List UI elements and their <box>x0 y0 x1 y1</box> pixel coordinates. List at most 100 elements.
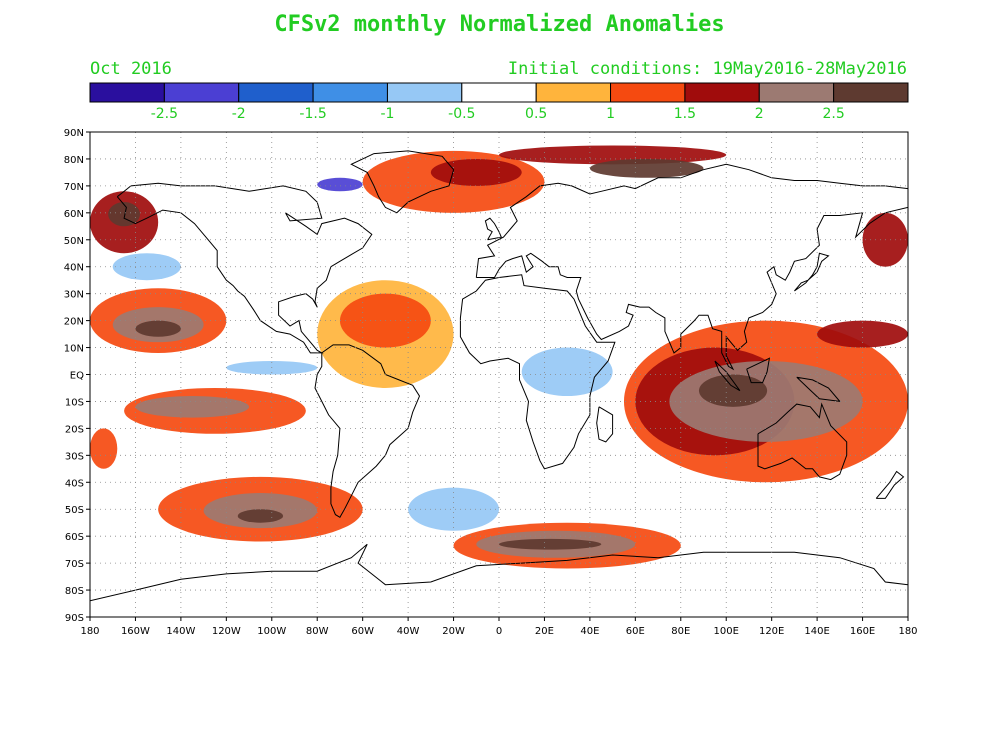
anomaly-region <box>203 493 318 529</box>
coastline <box>757 402 848 481</box>
coastlines <box>90 150 908 602</box>
lat-label: 10S <box>65 397 84 408</box>
lon-label: 40E <box>580 626 599 637</box>
lon-label: 20W <box>442 626 465 637</box>
coastline <box>459 274 616 470</box>
lat-label: 50N <box>64 236 84 247</box>
anomaly-region <box>669 361 863 442</box>
lat-label: 80S <box>65 586 84 597</box>
lat-label: 60N <box>64 209 84 220</box>
lon-label: 80E <box>671 626 690 637</box>
coastline <box>475 163 908 371</box>
lat-label: 70S <box>65 559 84 570</box>
initial-conditions-label: Initial conditions: 19May2016-28May2016 <box>507 59 907 79</box>
anomaly-region <box>108 202 140 227</box>
anomaly-region <box>430 158 522 186</box>
coastline <box>746 357 771 384</box>
lon-label: 100W <box>257 626 286 637</box>
lon-label: 100E <box>714 626 739 637</box>
lat-label: 30N <box>64 290 84 301</box>
anomaly-region <box>521 347 613 397</box>
colorbar-swatch <box>386 82 463 103</box>
anomaly-region <box>623 320 908 483</box>
lat-label: 10N <box>64 344 84 355</box>
colorbar <box>89 82 909 103</box>
anomaly-region <box>317 177 363 192</box>
lon-label: 20E <box>535 626 554 637</box>
coastline <box>875 470 905 499</box>
anomaly-region <box>124 387 306 434</box>
colorbar-swatch <box>833 82 909 103</box>
coastline <box>794 252 830 292</box>
colorbar-swatch <box>535 82 612 103</box>
map-frame <box>89 131 909 618</box>
coastline <box>714 360 741 392</box>
anomaly-region <box>158 476 363 542</box>
lat-label: 80N <box>64 155 84 166</box>
colorbar-swatch <box>610 82 686 103</box>
colorbar-tick-label: -2.5 <box>151 106 178 122</box>
colorbar-swatch <box>312 82 388 103</box>
coastline <box>350 150 455 214</box>
anomaly-region <box>698 374 768 407</box>
coastline <box>90 543 908 602</box>
colorbar-tick-labels: -2.5 -2 -1.5 -1 -0.5 0.5 1 1.5 2 2.5 <box>151 106 845 122</box>
coastline <box>796 376 842 403</box>
anomaly-region <box>112 253 181 281</box>
lon-label: 160W <box>121 626 150 637</box>
lon-label: 80W <box>306 626 329 637</box>
anomaly-region <box>226 361 318 375</box>
anomaly-region <box>499 538 602 550</box>
lat-label: 70N <box>64 182 84 193</box>
lat-lon-grid <box>90 132 908 617</box>
colorbar-swatch <box>461 82 537 103</box>
lat-label: 50S <box>65 505 84 516</box>
lat-label: 40S <box>65 478 84 489</box>
lat-label: 90S <box>65 613 84 624</box>
colorbar-tick-label: 1 <box>606 106 615 122</box>
colorbar-swatch <box>89 82 165 103</box>
anomaly-region <box>135 320 181 337</box>
anomaly-region <box>135 396 250 418</box>
lat-label: 30S <box>65 451 84 462</box>
anomaly-region <box>589 158 704 178</box>
valid-month-label: Oct 2016 <box>90 59 172 79</box>
lon-label: 120W <box>212 626 241 637</box>
lon-label: 60E <box>626 626 645 637</box>
lat-label: 20S <box>65 424 84 435</box>
anomaly-region <box>112 307 204 343</box>
colorbar-tick-label: -1 <box>380 106 394 122</box>
lon-label: 160E <box>850 626 875 637</box>
anomaly-region <box>862 212 908 267</box>
anomaly-region <box>498 145 727 165</box>
lat-label: EQ <box>70 371 84 382</box>
colorbar-tick-label: 0.5 <box>525 106 547 122</box>
colorbar-swatch <box>163 82 240 103</box>
anomaly-region <box>362 150 545 213</box>
lon-label: 60W <box>351 626 374 637</box>
lon-label: 0 <box>496 626 502 637</box>
latitude-labels: 90N 80N 70N 60N 50N 40N 30N 20N 10N EQ 10S 20S 30S 40… <box>64 128 90 624</box>
anomaly-region <box>90 288 227 353</box>
coastline <box>484 217 503 241</box>
anomaly-region <box>817 320 908 348</box>
anomaly-region <box>237 509 284 523</box>
colorbar-swatch <box>758 82 835 103</box>
colorbar-tick-label: 1.5 <box>674 106 696 122</box>
colorbar-tick-label: 2 <box>755 106 764 122</box>
lon-label: 140E <box>804 626 829 637</box>
lon-label: 40W <box>397 626 420 637</box>
anomaly-region <box>453 522 681 569</box>
colorbar-tick-label: -0.5 <box>448 106 475 122</box>
anomaly-region <box>90 191 159 254</box>
coastline <box>314 344 421 518</box>
lat-label: 90N <box>64 128 84 139</box>
colorbar-swatch <box>238 82 314 103</box>
lon-label: 180 <box>80 626 99 637</box>
lat-label: 40N <box>64 263 84 274</box>
lon-label: 120E <box>759 626 784 637</box>
anomaly-region <box>476 530 636 558</box>
anomaly-region <box>90 428 118 469</box>
anomaly-region <box>635 347 795 456</box>
